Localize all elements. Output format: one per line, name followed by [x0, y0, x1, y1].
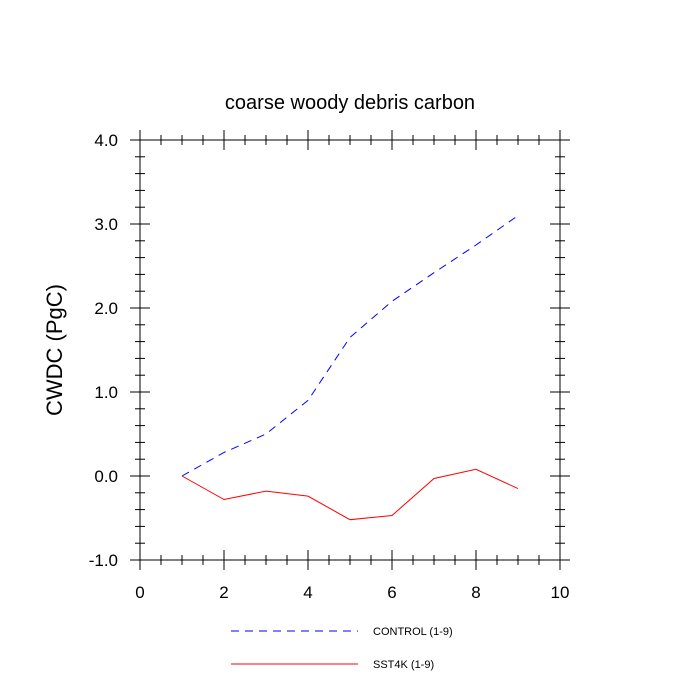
y-tick-label: 4.0 [94, 131, 118, 150]
y-tick-label: 2.0 [94, 299, 118, 318]
series-lines [181, 215, 519, 521]
x-tick-label: 6 [387, 583, 396, 602]
y-tick-label: 3.0 [94, 215, 118, 234]
plot-frame [139, 139, 561, 561]
chart-title: coarse woody debris carbon [225, 92, 475, 114]
series-line-sst4k [181, 468, 519, 521]
x-tick-label: 10 [551, 583, 570, 602]
legend: CONTROL (1-9) SST4K (1-9) [231, 626, 453, 671]
tick-labels: 0 2 4 6 8 10 -1.0 0.0 1.0 2.0 3.0 4.0 [89, 131, 570, 602]
y-tick-label: -1.0 [89, 551, 118, 570]
series-line-control [181, 215, 519, 477]
y-tick-label: 1.0 [94, 383, 118, 402]
y-tick-label: 0.0 [94, 467, 118, 486]
legend-label: SST4K (1-9) [373, 659, 434, 671]
x-tick-label: 0 [135, 583, 144, 602]
x-tick-label: 4 [303, 583, 312, 602]
x-tick-label: 8 [471, 583, 480, 602]
x-tick-label: 2 [219, 583, 228, 602]
y-axis-label: CWDC (PgC) [42, 284, 67, 416]
axis-ticks [130, 130, 570, 570]
legend-label: CONTROL (1-9) [373, 626, 453, 638]
